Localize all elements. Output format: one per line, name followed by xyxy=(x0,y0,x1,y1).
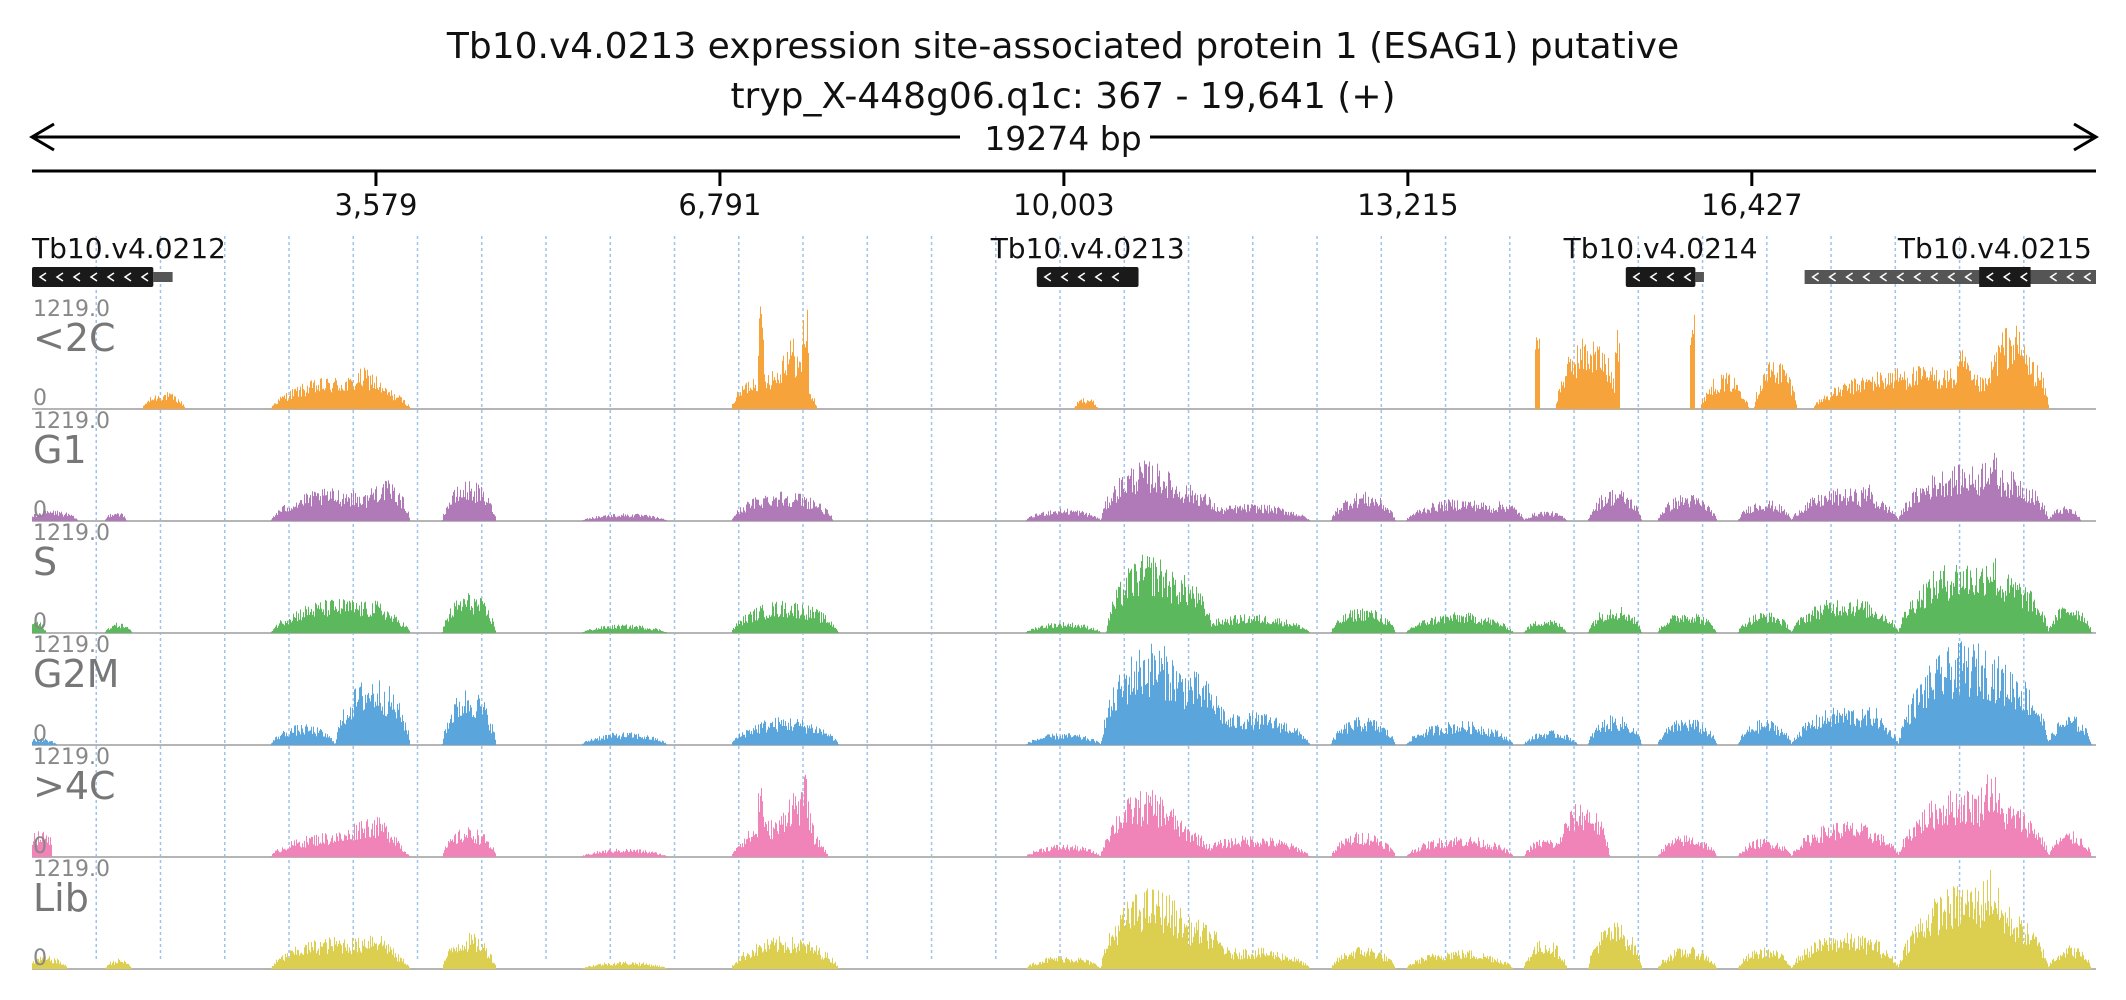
coverage-area xyxy=(32,870,2096,969)
x-axis-ticks: 3,579 6,791 10,003 13,215 16,427 xyxy=(334,171,1803,222)
span-length-label: 19274 bp xyxy=(984,119,1141,158)
gene-label: Tb10.v4.0215 xyxy=(1897,232,2092,265)
strand-arrow-icon xyxy=(1985,272,1994,282)
span-ruler: 19274 bp xyxy=(29,119,2099,158)
strand-arrow-icon xyxy=(2066,272,2075,282)
x-tick-label: 6,791 xyxy=(678,188,761,222)
strand-arrow-icon xyxy=(1811,272,1820,282)
track-name-label: Lib xyxy=(33,876,89,920)
strand-arrow-icon xyxy=(106,272,115,282)
track-name-label: <2C xyxy=(33,316,116,360)
track-ymax-label: 1219.0 xyxy=(33,633,110,658)
gene-cds xyxy=(32,267,154,287)
strand-arrow-icon xyxy=(72,272,81,282)
track-ymin-label: 0 xyxy=(33,722,47,747)
track-ymax-label: 1219.0 xyxy=(33,857,110,882)
strand-arrow-icon xyxy=(2019,272,2028,282)
coverage-tracks: 1219.0<2C01219.0G101219.0S01219.0G2M0121… xyxy=(32,297,2096,971)
track-ymin-label: 0 xyxy=(33,946,47,971)
right-arrow-icon xyxy=(2073,122,2099,152)
track-name-label: G1 xyxy=(33,428,87,472)
strand-arrow-icon xyxy=(140,272,149,282)
track-name-label: G2M xyxy=(33,652,119,696)
strand-arrow-icon xyxy=(1845,272,1854,282)
strand-arrow-icon xyxy=(1683,272,1692,282)
gene-utr xyxy=(1804,270,2096,284)
strand-arrow-icon xyxy=(1913,272,1922,282)
track-ymin-label: 0 xyxy=(33,610,47,635)
gene-cds xyxy=(1625,267,1696,287)
strand-arrow-icon xyxy=(123,272,132,282)
track-ymax-label: 1219.0 xyxy=(33,521,110,546)
strand-arrow-icon xyxy=(38,272,47,282)
x-tick-label: 16,427 xyxy=(1701,188,1802,222)
strand-arrow-icon xyxy=(1879,272,1888,282)
strand-arrow-icon xyxy=(1828,272,1837,282)
strand-arrow-icon xyxy=(55,272,64,282)
chart-title: Tb10.v4.0213 expression site-associated … xyxy=(446,26,1679,67)
track-ymax-label: 1219.0 xyxy=(33,745,110,770)
gene-track: Tb10.v4.0212 Tb10.v4.0213 Tb10.v4.0214 Tb10… xyxy=(31,232,2096,287)
coverage-area xyxy=(32,452,2096,521)
strand-arrow-icon xyxy=(1649,272,1658,282)
strand-arrow-icon xyxy=(1930,272,1939,282)
gene-label: Tb10.v4.0214 xyxy=(1563,232,1758,265)
coverage-track: 1219.0S 0 xyxy=(32,521,2096,635)
gene-utr xyxy=(1695,272,1704,282)
track-ymin-label: 0 xyxy=(33,498,47,523)
gene-utr xyxy=(153,272,173,282)
gene-label: Tb10.v4.0212 xyxy=(31,232,226,265)
strand-arrow-icon xyxy=(1077,272,1086,282)
strand-arrow-icon xyxy=(1632,272,1641,282)
coverage-track: 1219.0G1 0 xyxy=(32,409,2096,523)
coverage-area xyxy=(32,641,2096,745)
gene-cds xyxy=(1036,267,1139,287)
strand-arrow-icon xyxy=(2083,272,2092,282)
x-tick-label: 3,579 xyxy=(334,188,417,222)
coverage-area xyxy=(32,554,2096,633)
gene-label: Tb10.v4.0213 xyxy=(990,232,1185,265)
x-tick-label: 10,003 xyxy=(1013,188,1114,222)
strand-arrow-icon xyxy=(2002,272,2011,282)
track-name-label: S xyxy=(33,540,57,584)
track-ymax-label: 1219.0 xyxy=(33,297,110,322)
coverage-area xyxy=(32,306,2096,409)
strand-arrow-icon xyxy=(1060,272,1069,282)
strand-arrow-icon xyxy=(1964,272,1973,282)
strand-arrow-icon xyxy=(89,272,98,282)
coverage-track: 1219.0>4C 0 xyxy=(32,745,2096,859)
track-ymin-label: 0 xyxy=(33,834,47,859)
track-name-label: >4C xyxy=(33,764,116,808)
track-ymax-label: 1219.0 xyxy=(33,409,110,434)
strand-arrow-icon xyxy=(1862,272,1871,282)
strand-arrow-icon xyxy=(1043,272,1052,282)
chart-subtitle: tryp_X-448g06.q1c: 367 - 19,641 (+) xyxy=(730,76,1395,117)
strand-arrow-icon xyxy=(1896,272,1905,282)
x-tick-label: 13,215 xyxy=(1357,188,1458,222)
coverage-area xyxy=(32,774,2096,857)
strand-arrow-icon xyxy=(1947,272,1956,282)
strand-arrow-icon xyxy=(1666,272,1675,282)
strand-arrow-icon xyxy=(2049,272,2058,282)
left-arrow-icon xyxy=(29,122,55,152)
track-ymin-label: 0 xyxy=(33,386,47,411)
strand-arrow-icon xyxy=(1111,272,1120,282)
strand-arrow-icon xyxy=(1094,272,1103,282)
coverage-track: 1219.0<2C 0 xyxy=(32,297,2096,411)
